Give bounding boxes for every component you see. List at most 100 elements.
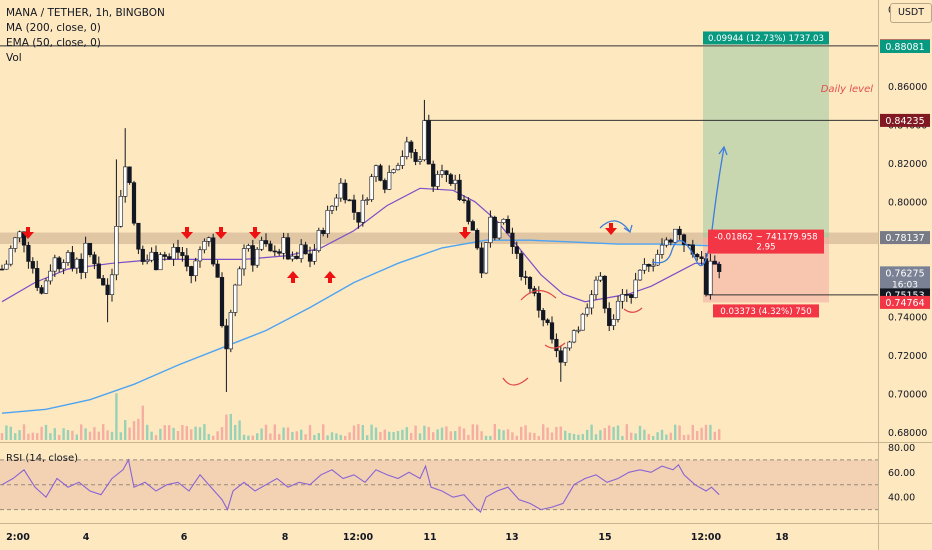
- target-info-box[interactable]: [703, 31, 829, 45]
- risk-info-box[interactable]: [708, 229, 824, 254]
- candle: [246, 245, 251, 249]
- volume-bar: [313, 434, 316, 440]
- volume-bar: [374, 427, 378, 440]
- volume-bar: [132, 421, 136, 440]
- curve-right: [623, 307, 643, 313]
- ma200-line[interactable]: [1, 239, 720, 414]
- volume-bar: [458, 426, 461, 440]
- candle: [13, 237, 18, 249]
- legend-vol[interactable]: Vol: [6, 52, 22, 64]
- candle: [655, 254, 660, 266]
- currency-selector[interactable]: USDT: [890, 3, 932, 23]
- volume-bar: [185, 426, 188, 440]
- volume-bar: [80, 424, 83, 440]
- candle: [65, 252, 71, 263]
- price-tag[interactable]: [880, 231, 930, 245]
- volume-bar: [665, 434, 668, 440]
- volume-bar: [154, 435, 158, 440]
- candle: [224, 325, 229, 350]
- volume-bar: [546, 427, 549, 440]
- curve-low: [544, 342, 566, 349]
- candle: [123, 166, 128, 197]
- resistance-zone: [0, 232, 878, 245]
- candle: [329, 205, 335, 211]
- candle: [8, 248, 13, 265]
- stop-info-box[interactable]: [713, 304, 819, 318]
- candle: [664, 239, 669, 246]
- candle: [563, 347, 568, 363]
- candle: [461, 199, 467, 202]
- volume-bar: [58, 434, 61, 440]
- candle: [642, 264, 647, 271]
- candle: [567, 341, 572, 349]
- candle: [52, 257, 57, 272]
- rsi-line[interactable]: [1, 458, 720, 514]
- candle: [699, 256, 704, 259]
- candle: [228, 312, 233, 350]
- candle: [272, 250, 277, 253]
- volume-bar: [515, 435, 518, 440]
- volume-bar: [630, 432, 633, 440]
- candle: [523, 276, 528, 278]
- volume-bar: [700, 427, 703, 440]
- candle: [92, 254, 97, 265]
- candle: [96, 263, 101, 279]
- volume-bar: [638, 425, 642, 440]
- candle: [83, 242, 88, 273]
- volume-bar: [471, 424, 474, 440]
- up-arrow-icon: [287, 271, 299, 283]
- time-tick-label: 11: [423, 532, 436, 543]
- volume-bar: [379, 432, 382, 440]
- candle: [189, 266, 194, 277]
- volume-bar: [339, 434, 342, 440]
- candle: [558, 350, 563, 363]
- candle: [549, 322, 555, 340]
- volume-bar: [9, 426, 12, 440]
- volume-bar: [198, 427, 202, 440]
- legend-symbol[interactable]: MANA / TETHER, 1h, BINGBON: [6, 7, 165, 19]
- candle: [444, 170, 449, 175]
- price-tag-countdown: 16:03: [892, 280, 918, 290]
- volume-bar: [370, 424, 373, 440]
- target-zone[interactable]: [703, 46, 829, 238]
- candle: [356, 212, 361, 223]
- price-tag-label: 0.84235: [885, 116, 924, 127]
- candle: [307, 253, 313, 262]
- volume-bar: [150, 431, 153, 440]
- volume-bar: [524, 425, 527, 440]
- volume-bar: [18, 430, 21, 440]
- volume-bar: [146, 424, 149, 440]
- legend-ma[interactable]: MA (200, close, 0): [6, 22, 101, 34]
- price-tag-label: 0.74764: [885, 298, 924, 309]
- candle: [219, 277, 225, 327]
- candle: [703, 258, 709, 295]
- price-tag[interactable]: [880, 113, 930, 127]
- candle: [541, 310, 546, 321]
- volume-bar: [493, 424, 496, 440]
- legend-ema[interactable]: EMA (50, close, 0): [6, 37, 101, 49]
- price-tag[interactable]: [880, 295, 930, 309]
- volume-bar: [410, 432, 413, 440]
- candle: [140, 248, 145, 262]
- volume-bar: [687, 434, 690, 440]
- candle: [646, 264, 651, 267]
- volume-bar: [203, 424, 206, 440]
- candle: [338, 182, 343, 199]
- time-tick-label: 6: [181, 532, 188, 543]
- volume-bar: [581, 434, 584, 440]
- price-tag[interactable]: [880, 39, 930, 53]
- candle: [387, 172, 392, 190]
- volume-bar: [432, 432, 435, 440]
- price-tag[interactable]: [880, 266, 930, 291]
- time-tick-label: 4: [83, 532, 90, 543]
- candle: [87, 242, 93, 256]
- candle: [668, 239, 673, 243]
- volume-bar: [383, 429, 386, 440]
- volume-bar: [110, 431, 114, 440]
- candle: [4, 263, 9, 270]
- candle: [708, 260, 713, 295]
- projection-arrowhead: [718, 145, 728, 156]
- candle: [637, 269, 643, 281]
- volume-bar: [71, 430, 74, 440]
